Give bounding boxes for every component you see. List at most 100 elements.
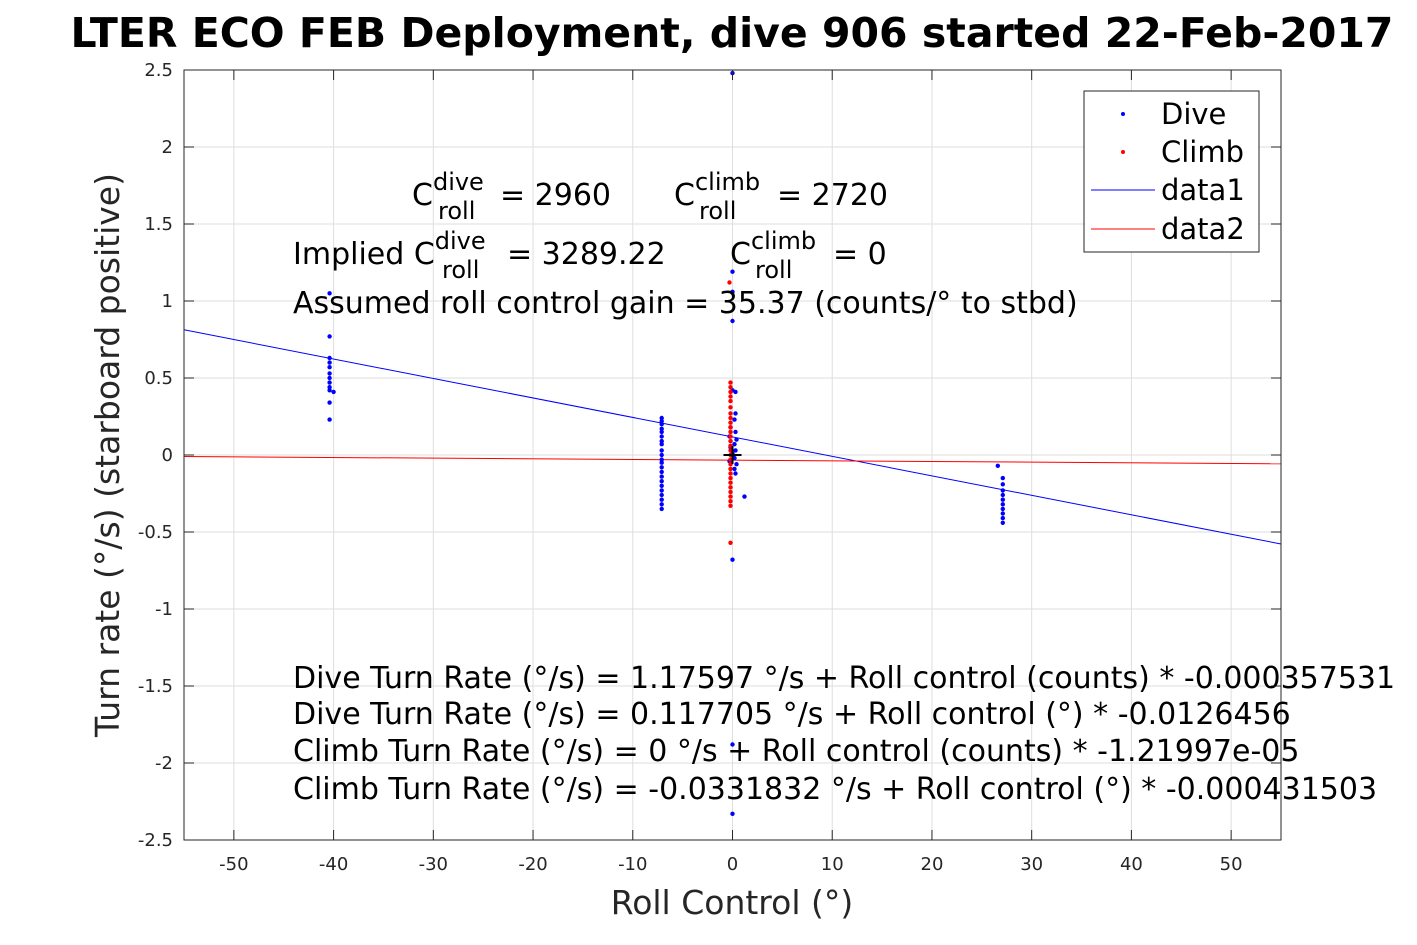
y-tick-labels: 2.5 2 1.5 1 0.5 0 -0.5 -1 -1.5 -2 -2.5 xyxy=(138,60,173,851)
point-dive xyxy=(1000,511,1005,516)
point-dive xyxy=(659,415,664,421)
point-dive xyxy=(327,400,332,405)
point-climb xyxy=(728,420,733,425)
point-climb xyxy=(728,499,733,504)
point-dive xyxy=(659,422,664,427)
point-dive xyxy=(733,411,738,416)
legend-label-data2: data2 xyxy=(1161,212,1245,246)
point-dive xyxy=(659,492,664,498)
point-dive xyxy=(659,497,664,502)
point-dive xyxy=(732,466,737,472)
point-dive xyxy=(730,742,735,747)
point-dive xyxy=(1000,506,1005,512)
point-dive xyxy=(659,442,664,447)
point-dive xyxy=(327,417,332,422)
x-tick-label: 30 xyxy=(1020,854,1043,875)
x-tick-label: 20 xyxy=(921,854,944,875)
point-dive xyxy=(659,460,664,465)
point-dive xyxy=(327,385,332,390)
point-dive xyxy=(659,474,664,479)
point-dive xyxy=(730,289,735,294)
point-dive xyxy=(327,355,332,361)
point-dive xyxy=(733,389,738,395)
point-dive xyxy=(1000,475,1005,481)
y-tick-label: 1 xyxy=(162,291,173,312)
y-tick-label: 2.5 xyxy=(144,60,173,81)
point-climb xyxy=(728,434,733,439)
point-dive xyxy=(1000,515,1005,521)
point-dive xyxy=(659,483,664,488)
point-dive xyxy=(327,371,332,376)
legend-marker-dive xyxy=(1121,112,1125,116)
point-climb xyxy=(728,503,733,508)
x-tick-label: -50 xyxy=(219,854,248,875)
point-dive xyxy=(659,448,664,453)
y-tick-label: -0.5 xyxy=(138,522,173,543)
point-dive xyxy=(659,457,664,462)
point-dive xyxy=(327,388,332,393)
x-tick-label: -30 xyxy=(419,854,448,875)
legend-label-data1: data1 xyxy=(1161,173,1245,207)
point-dive xyxy=(659,502,664,507)
point-dive xyxy=(659,479,664,484)
x-tick-label: -40 xyxy=(319,854,348,875)
point-climb xyxy=(728,415,733,421)
y-tick-label: -2 xyxy=(155,753,173,774)
point-dive xyxy=(327,334,332,339)
point-dive xyxy=(733,448,738,453)
annotation-implied-climb: Cclimb roll = 0 xyxy=(730,227,887,284)
legend-marker-climb xyxy=(1121,150,1125,154)
x-axis-label: Roll Control (°) xyxy=(611,883,854,922)
legend-label-dive: Dive xyxy=(1161,97,1226,131)
point-climb xyxy=(728,398,733,404)
annotation-fit-3: Climb Turn Rate (°/s) = 0 °/s + Roll con… xyxy=(293,734,1299,769)
y-tick-label: -1 xyxy=(155,599,173,620)
point-climb xyxy=(728,475,733,481)
point-dive xyxy=(732,417,737,422)
point-climb xyxy=(728,438,733,444)
x-tick-label: 50 xyxy=(1220,854,1243,875)
point-dive xyxy=(659,438,664,444)
x-tick-label: 10 xyxy=(821,854,844,875)
point-dive xyxy=(1000,502,1005,507)
point-dive xyxy=(1000,482,1005,487)
point-dive xyxy=(327,365,332,370)
point-dive xyxy=(659,488,664,493)
chart-title: LTER ECO FEB Deployment, dive 906 starte… xyxy=(71,9,1394,57)
point-climb xyxy=(728,471,733,476)
origin-marker xyxy=(723,446,742,464)
y-tick-label: -1.5 xyxy=(138,676,173,697)
point-dive xyxy=(659,506,664,512)
annotation-fit-4: Climb Turn Rate (°/s) = -0.0331832 °/s +… xyxy=(293,772,1377,807)
point-dive xyxy=(742,494,747,499)
point-climb xyxy=(728,489,733,495)
point-dive xyxy=(1000,520,1005,525)
point-climb xyxy=(728,540,733,545)
point-climb xyxy=(728,380,733,385)
point-dive xyxy=(730,557,735,562)
point-dive xyxy=(995,463,1000,468)
point-dive xyxy=(327,380,332,385)
x-tick-label: -20 xyxy=(518,854,547,875)
y-tick-label: -2.5 xyxy=(138,830,173,851)
annotation-c-roll-climb: Cclimb roll = 2720 xyxy=(674,168,888,225)
point-dive xyxy=(659,465,664,470)
point-dive xyxy=(733,471,738,476)
point-climb xyxy=(728,389,733,395)
legend: Dive Climb data1 data2 xyxy=(1083,90,1260,253)
point-climb xyxy=(728,425,733,430)
point-dive xyxy=(327,360,332,365)
point-dive xyxy=(734,462,739,467)
legend-box xyxy=(1083,90,1260,253)
legend-label-climb: Climb xyxy=(1161,135,1244,169)
point-climb xyxy=(728,480,733,485)
point-climb xyxy=(728,429,733,435)
point-dive xyxy=(730,269,735,274)
point-dive xyxy=(732,442,737,447)
point-dive xyxy=(734,437,739,442)
y-tick-label: 2 xyxy=(162,137,173,158)
point-dive xyxy=(733,429,738,435)
annotation-fit-2: Dive Turn Rate (°/s) = 0.117705 °/s + Ro… xyxy=(293,697,1291,732)
point-dive xyxy=(659,434,664,439)
axis-ticks xyxy=(184,69,1281,841)
